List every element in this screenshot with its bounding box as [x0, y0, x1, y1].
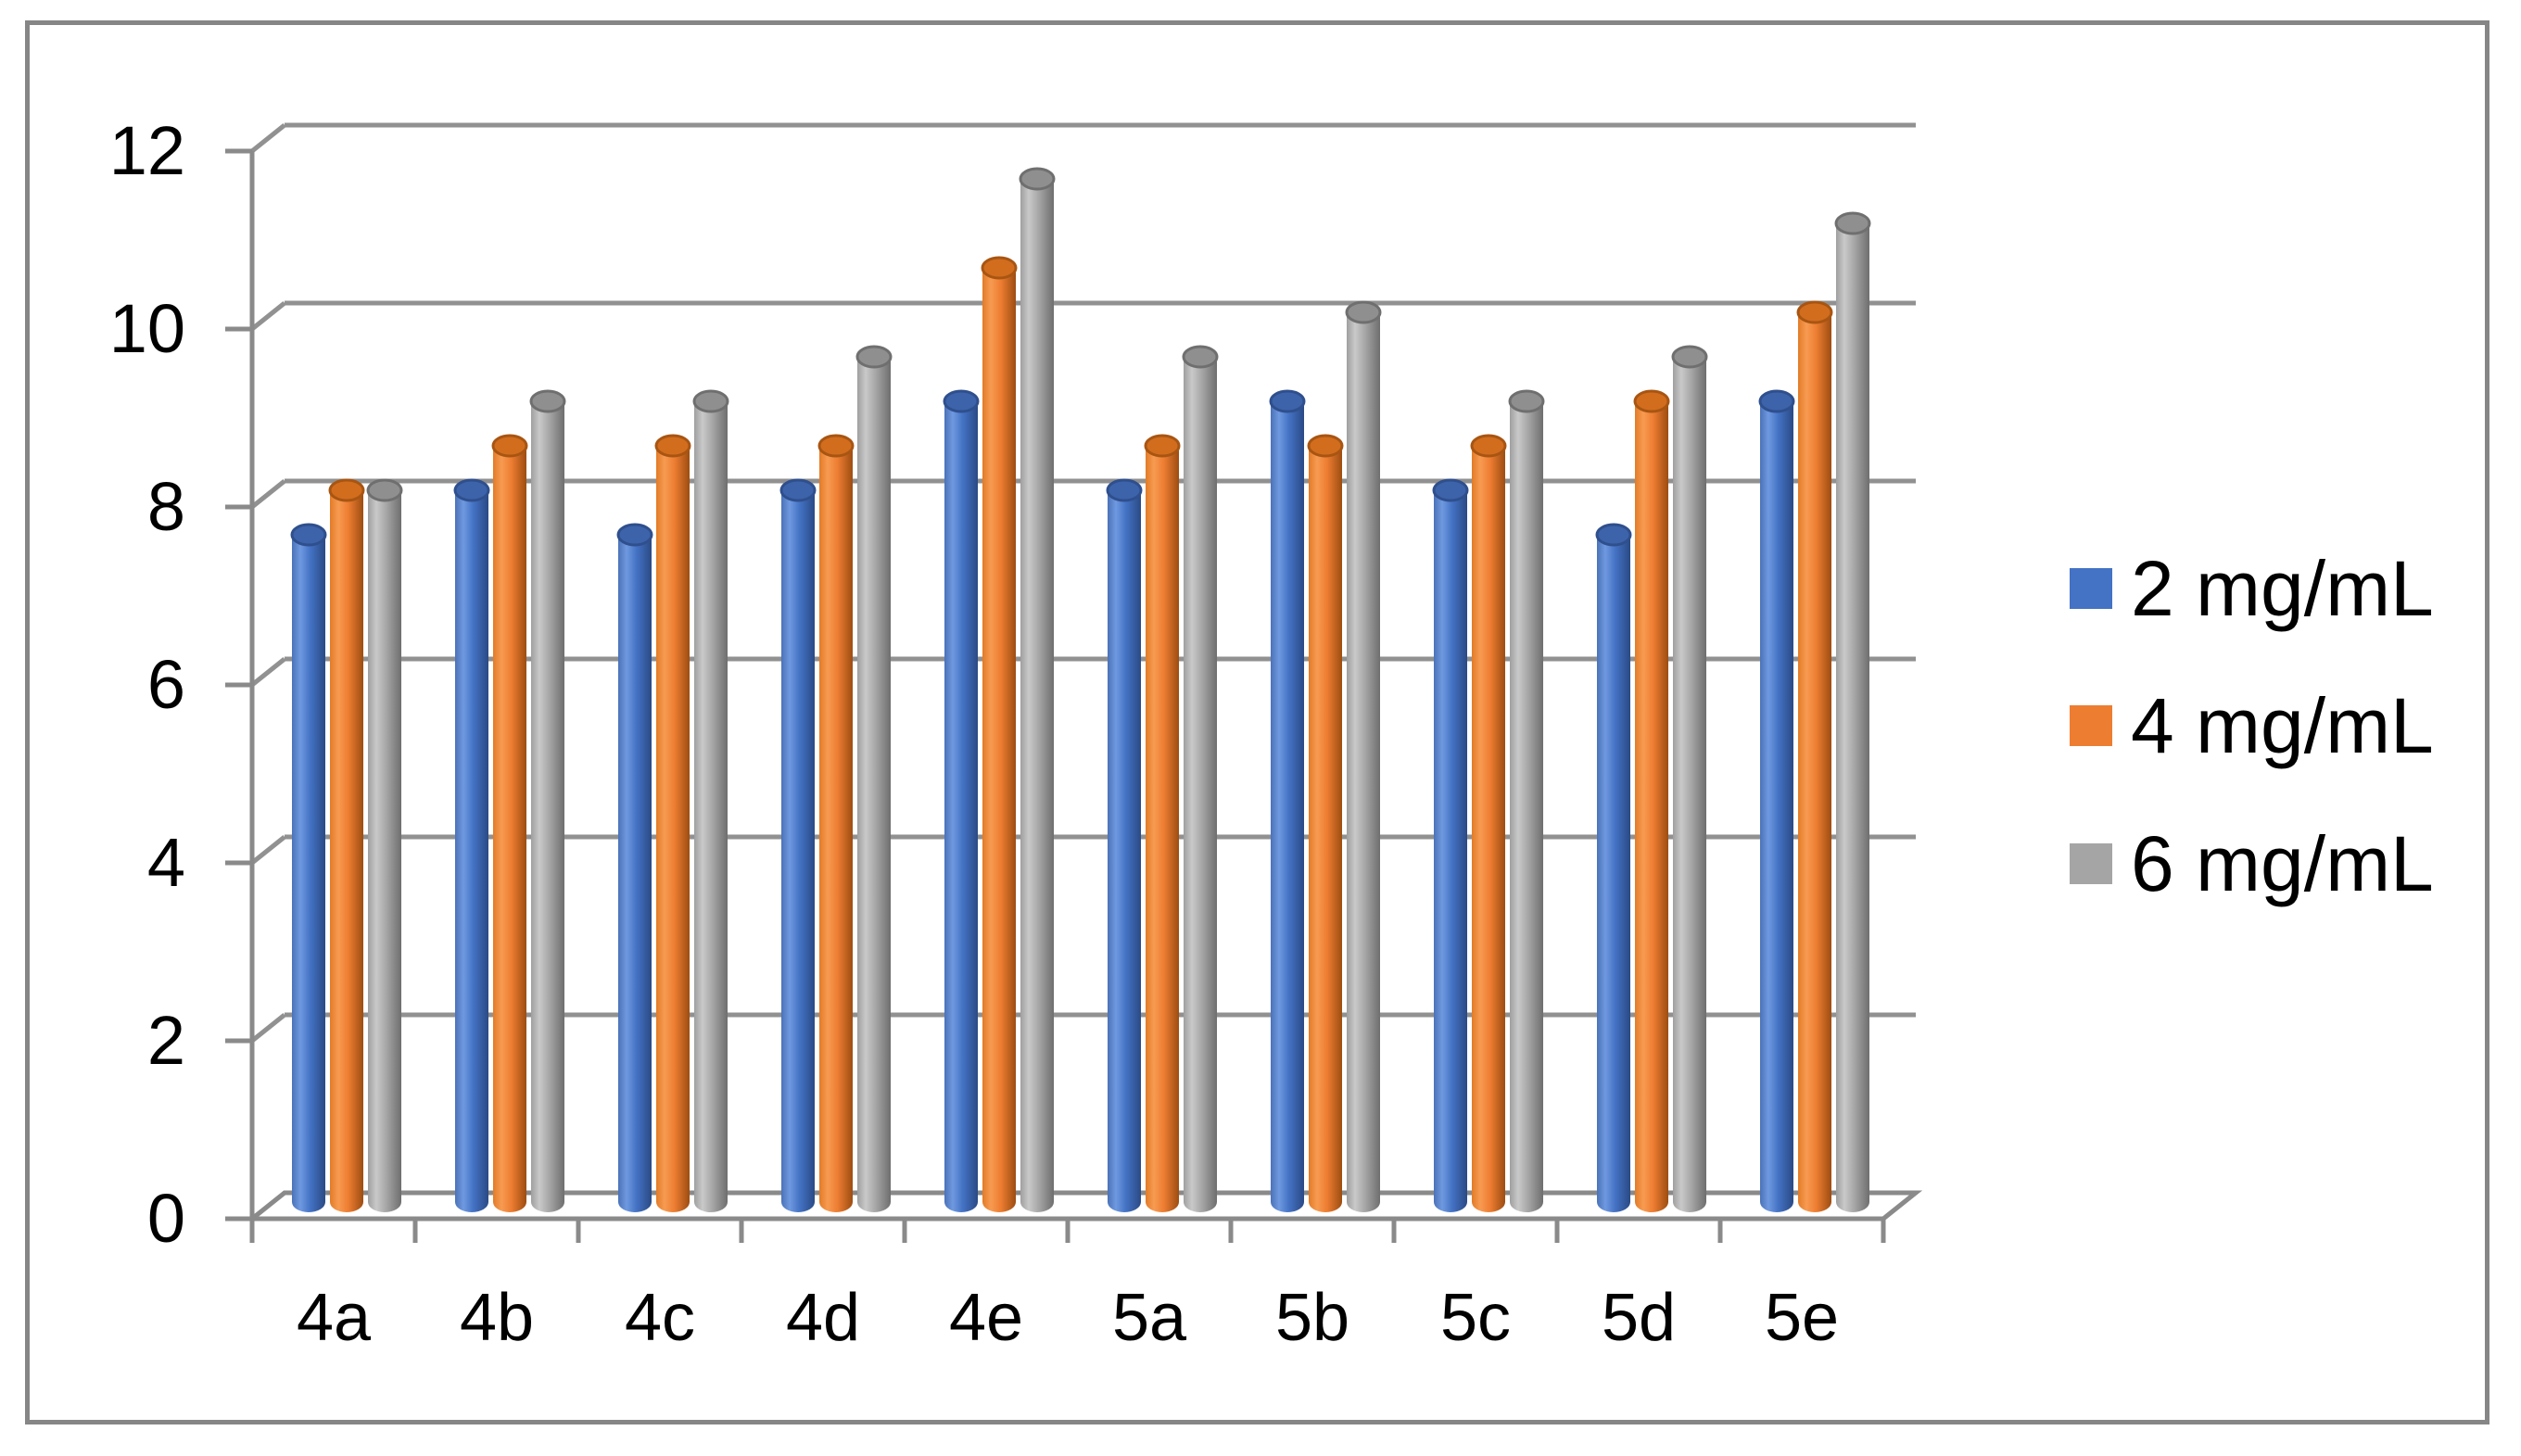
bar-4b-2mgmL — [453, 478, 490, 1212]
bar-4c-2mgmL — [616, 523, 653, 1212]
bar-4e-6mgmL — [1019, 167, 1056, 1212]
bar-5e-2mgmL — [1758, 389, 1795, 1212]
bar-5c-2mgmL — [1432, 478, 1469, 1212]
bar-5e-6mgmL — [1834, 211, 1871, 1212]
bar-4b-4mgmL — [491, 434, 528, 1212]
gridline-connector-y6 — [250, 657, 286, 687]
bar-4a-6mgmL — [366, 478, 403, 1212]
bar-5d-6mgmL — [1671, 345, 1708, 1212]
bar-4c-6mgmL — [692, 389, 729, 1212]
bar-5b-6mgmL — [1345, 300, 1382, 1212]
bar-4a-4mgmL — [328, 478, 365, 1212]
gridline-connector-y12 — [250, 123, 286, 153]
bar-5d-2mgmL — [1595, 523, 1632, 1212]
gridline-connector-y2 — [250, 1013, 286, 1043]
bar-5a-4mgmL — [1144, 434, 1181, 1212]
bar-5a-2mgmL — [1106, 478, 1143, 1212]
bar-5b-2mgmL — [1269, 389, 1306, 1212]
bar-4a-2mgmL — [290, 523, 327, 1212]
bar-4b-6mgmL — [529, 389, 566, 1212]
bar-4d-2mgmL — [779, 478, 817, 1212]
bar-4e-4mgmL — [981, 256, 1018, 1212]
bar-5e-4mgmL — [1796, 300, 1833, 1212]
bar-5b-4mgmL — [1307, 434, 1344, 1212]
bar-4d-4mgmL — [817, 434, 855, 1212]
bar-4d-6mgmL — [855, 345, 893, 1212]
bar-5c-4mgmL — [1470, 434, 1507, 1212]
bar-4c-4mgmL — [654, 434, 691, 1212]
bar-5a-6mgmL — [1182, 345, 1219, 1212]
gridline-connector-y4 — [250, 835, 286, 865]
bar-5c-6mgmL — [1508, 389, 1545, 1212]
bar-5d-4mgmL — [1633, 389, 1670, 1212]
gridline-connector-y10 — [250, 301, 286, 331]
gridline-connector-y8 — [250, 479, 286, 509]
bar-4e-2mgmL — [943, 389, 980, 1212]
